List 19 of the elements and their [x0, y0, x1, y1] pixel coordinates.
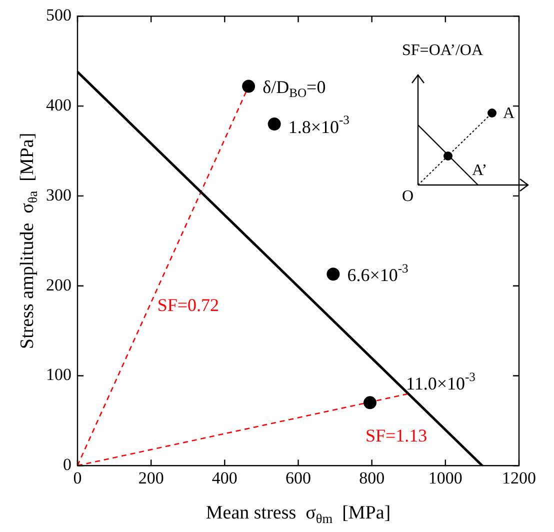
x-tick-label: 1200: [502, 468, 536, 488]
annotation: A: [503, 105, 515, 122]
y-tick-label: 0: [63, 455, 72, 474]
y-axis-title: Stress amplitude σθa [MPa]: [16, 132, 40, 349]
annotation: SF=OA’/OA: [402, 42, 484, 59]
x-tick-label: 400: [212, 468, 238, 488]
annotation: O: [402, 188, 414, 205]
series-label: SF=0.72: [157, 295, 220, 316]
series-label: SF=1.13: [366, 426, 428, 446]
y-tick-label: 400: [46, 96, 72, 115]
annotation: A’: [472, 162, 488, 179]
x-tick-label: 600: [286, 468, 311, 488]
x-tick-label: 800: [359, 468, 385, 488]
y-tick-label: 500: [46, 6, 72, 25]
y-tick-label: 100: [46, 365, 72, 384]
x-tick-label: 200: [138, 468, 164, 488]
y-tick-label: 300: [46, 185, 72, 204]
y-tick-label: 200: [46, 275, 72, 294]
x-tick-label: 1000: [428, 468, 462, 488]
